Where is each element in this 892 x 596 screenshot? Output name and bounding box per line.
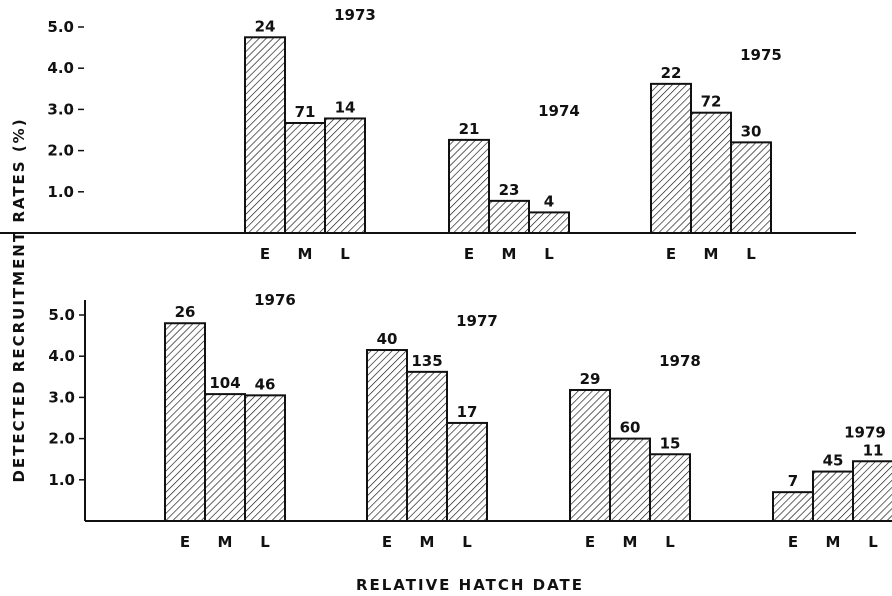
category-label-1975-M: M: [704, 245, 719, 263]
data-label-1979-M: 45: [823, 452, 844, 470]
category-label-1977-E: E: [382, 533, 392, 551]
category-label-1977-L: L: [462, 533, 472, 551]
y-tick-label-top-1: 2.0: [47, 142, 74, 160]
category-label-1973-M: M: [298, 245, 313, 263]
y-tick-label-bottom-1: 2.0: [48, 430, 75, 448]
bar-1974-E: [448, 138, 490, 234]
panel-top: 1.0 2.0 3.0 4.0 5.0 24 E 71 M 14 L 1973 21 E 23 M 4 L 1974…: [0, 6, 856, 263]
bar-1974-L: [528, 211, 570, 234]
bar-1976-L: [244, 394, 286, 522]
year-label-1977: 1977: [456, 312, 498, 330]
group-1977: 40 E 135 M 17 L 1977: [366, 312, 498, 551]
bar-1973-E: [244, 36, 286, 234]
category-label-1975-E: E: [666, 245, 676, 263]
bar-1978-E: [569, 388, 611, 523]
data-label-1977-M: 135: [411, 352, 442, 370]
bar-1977-E: [366, 349, 408, 522]
bar-1976-M: [204, 393, 246, 523]
y-tick-label-bottom-0: 1.0: [48, 471, 75, 489]
bar-1979-M: [812, 470, 854, 522]
bar-1975-L: [730, 141, 772, 234]
category-label-1976-L: L: [260, 533, 270, 551]
data-label-1973-M: 71: [295, 103, 316, 121]
group-1979: 7 E 45 M 11 L 1979: [772, 423, 892, 551]
category-label-1973-L: L: [340, 245, 350, 263]
bar-1975-E: [650, 82, 692, 234]
category-label-1979-L: L: [868, 533, 878, 551]
y-tick-label-bottom-2: 3.0: [48, 388, 75, 406]
data-label-1978-M: 60: [620, 419, 641, 437]
x-axis-title: RELATIVE HATCH DATE: [356, 576, 584, 594]
data-label-1974-M: 23: [499, 181, 520, 199]
y-tick-label-top-3: 4.0: [47, 59, 74, 77]
category-label-1978-E: E: [585, 533, 595, 551]
category-label-1979-E: E: [788, 533, 798, 551]
data-label-1976-E: 26: [175, 303, 196, 321]
year-label-1978: 1978: [659, 352, 701, 370]
year-label-1973: 1973: [334, 6, 376, 24]
bar-1973-M: [284, 121, 326, 234]
category-label-1974-E: E: [464, 245, 474, 263]
category-label-1975-L: L: [746, 245, 756, 263]
y-tick-label-top-4: 5.0: [47, 18, 74, 36]
year-label-1976: 1976: [254, 291, 296, 309]
category-label-1976-E: E: [180, 533, 190, 551]
data-label-1979-E: 7: [788, 472, 798, 490]
y-tick-label-bottom-4: 5.0: [48, 306, 75, 324]
group-1975: 22 E 72 M 30 L 1975: [650, 46, 782, 263]
data-label-1979-L: 11: [863, 441, 884, 459]
year-label-1979: 1979: [844, 423, 886, 441]
category-label-1978-L: L: [665, 533, 675, 551]
bar-1974-M: [488, 199, 530, 234]
group-1976: 26 E 104 M 46 L 1976: [164, 291, 296, 551]
group-1973: 24 E 71 M 14 L 1973: [244, 6, 376, 263]
group-1978: 29 E 60 M 15 L 1978: [569, 352, 701, 551]
y-tick-label-top-0: 1.0: [47, 183, 74, 201]
category-label-1973-E: E: [260, 245, 270, 263]
panel-bottom: 1.0 2.0 3.0 4.0 5.0 26 E 104 M 46 L 1976 40 E 135 M 17 L 1…: [48, 291, 892, 551]
bar-1973-L: [324, 117, 366, 234]
bar-1978-L: [649, 453, 691, 523]
data-label-1974-E: 21: [459, 120, 480, 138]
data-label-1978-E: 29: [580, 370, 601, 388]
bar-1977-M: [406, 370, 448, 522]
year-label-1975: 1975: [740, 46, 782, 64]
bar-1978-M: [609, 437, 651, 523]
data-label-1974-L: 4: [544, 192, 554, 210]
y-tick-label-top-2: 3.0: [47, 100, 74, 118]
data-label-1978-L: 15: [660, 434, 681, 452]
category-label-1979-M: M: [826, 533, 841, 551]
data-label-1975-E: 22: [661, 64, 682, 82]
data-label-1977-E: 40: [377, 330, 398, 348]
category-label-1977-M: M: [420, 533, 435, 551]
data-label-1976-M: 104: [209, 374, 240, 392]
year-label-1974: 1974: [538, 102, 580, 120]
category-label-1978-M: M: [623, 533, 638, 551]
bar-1979-L: [852, 460, 892, 523]
y-tick-label-bottom-3: 4.0: [48, 347, 75, 365]
bar-1976-E: [164, 322, 206, 522]
category-label-1974-L: L: [544, 245, 554, 263]
data-label-1975-M: 72: [701, 93, 722, 111]
category-label-1976-M: M: [218, 533, 233, 551]
chart-panels: 1.0 2.0 3.0 4.0 5.0 24 E 71 M 14 L 1973 21 E 23 M 4 L 1974…: [0, 6, 892, 551]
y-axis-title: DETECTED RECRUITMENT RATES (%): [10, 117, 28, 482]
group-1974: 21 E 23 M 4 L 1974: [448, 102, 580, 263]
bar-1975-M: [690, 111, 732, 234]
data-label-1975-L: 30: [741, 122, 762, 140]
data-label-1976-L: 46: [255, 375, 276, 393]
bar-1979-E: [772, 491, 814, 523]
bar-1977-L: [446, 421, 488, 522]
data-label-1977-L: 17: [457, 403, 478, 421]
data-label-1973-L: 14: [335, 98, 356, 116]
data-label-1973-E: 24: [255, 17, 276, 35]
category-label-1974-M: M: [502, 245, 517, 263]
